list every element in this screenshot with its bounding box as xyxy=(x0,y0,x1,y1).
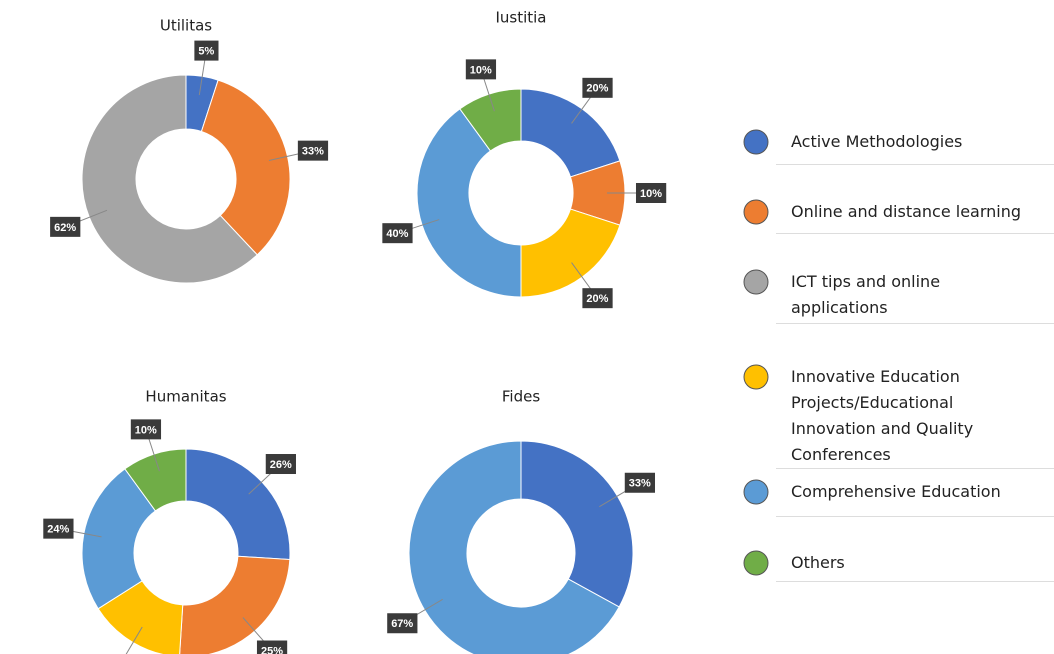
legend-marker xyxy=(743,479,769,505)
label-box xyxy=(465,59,497,80)
legend-separator xyxy=(776,323,1054,324)
label-box xyxy=(50,216,81,237)
chart-title: Fides xyxy=(502,388,540,406)
data-label: 10% xyxy=(470,64,492,76)
data-label: 5% xyxy=(198,46,214,58)
label-box xyxy=(635,183,667,203)
donut-slice xyxy=(416,108,522,298)
label-box xyxy=(297,140,329,161)
label-box xyxy=(582,288,613,309)
legend-label: Innovative Education Projects/Educationa… xyxy=(791,367,974,464)
chart-title: Utilitas xyxy=(160,17,212,35)
donut-slice xyxy=(520,88,621,178)
legend-marker xyxy=(743,550,769,576)
data-label: 25% xyxy=(261,645,283,654)
donut-slice xyxy=(81,468,157,610)
label-box xyxy=(582,77,613,98)
data-label: 10% xyxy=(135,424,157,436)
legend-label: Online and distance learning xyxy=(791,202,1022,221)
donut-slice xyxy=(520,440,634,608)
label-box xyxy=(256,640,288,654)
label-box xyxy=(624,472,656,493)
legend-separator xyxy=(776,516,1054,517)
data-label: 20% xyxy=(586,83,608,95)
donut-slice xyxy=(520,208,621,298)
data-label: 10% xyxy=(640,188,662,200)
label-box xyxy=(382,223,413,244)
legend-marker xyxy=(743,269,769,295)
label-box xyxy=(43,518,74,539)
data-label: 62% xyxy=(54,222,76,234)
data-label: 67% xyxy=(391,618,413,630)
label-box xyxy=(194,40,219,61)
chart-title: Iustitia xyxy=(495,9,546,27)
donut-slice xyxy=(81,74,258,284)
legend-marker xyxy=(743,199,769,225)
legend-separator xyxy=(776,164,1054,165)
donut-slice xyxy=(408,440,620,654)
label-box xyxy=(130,419,162,440)
legend-label: Active Methodologies xyxy=(791,132,963,151)
data-label: 33% xyxy=(629,478,651,490)
donut-slice xyxy=(459,88,522,152)
donut-slice xyxy=(200,79,291,256)
legend-separator xyxy=(776,468,1054,469)
chart-title: Humanitas xyxy=(145,388,226,406)
donut-slice xyxy=(124,448,187,512)
legend-label: ICT tips and online applications xyxy=(791,272,941,317)
data-label: 33% xyxy=(302,146,324,158)
legend-separator xyxy=(776,233,1054,234)
label-box xyxy=(387,613,418,634)
legend-separator xyxy=(776,581,1054,582)
legend-label: Comprehensive Education xyxy=(791,482,1001,501)
label-box xyxy=(265,454,296,475)
legend-marker xyxy=(743,129,769,155)
data-label: 26% xyxy=(270,459,292,471)
donut-slice xyxy=(185,448,291,561)
legend-label: Others xyxy=(791,553,845,572)
leader-line xyxy=(125,626,143,654)
data-label: 20% xyxy=(586,293,608,305)
donut-slice xyxy=(179,555,291,654)
legend-marker xyxy=(743,364,769,390)
data-label: 24% xyxy=(47,524,69,536)
data-label: 40% xyxy=(386,228,408,240)
